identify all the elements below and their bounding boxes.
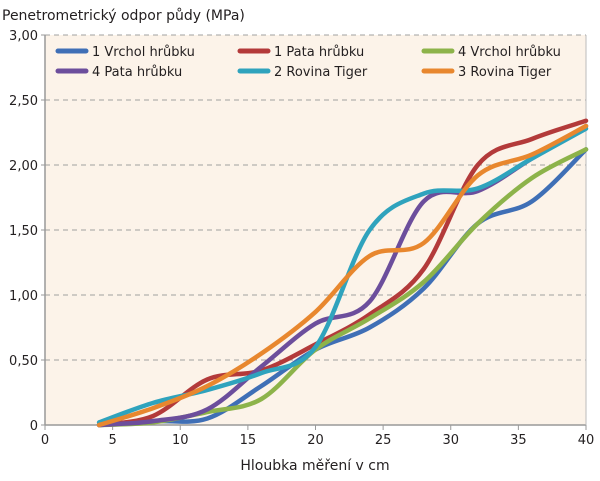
y-tick-label: 1,00 bbox=[9, 289, 38, 304]
legend-label: 2 Rovina Tiger bbox=[274, 65, 368, 80]
legend-label: 4 Pata hrůbku bbox=[92, 65, 182, 80]
chart-title: Penetrometrický odpor půdy (MPa) bbox=[2, 8, 245, 24]
x-tick-label: 35 bbox=[510, 433, 527, 448]
y-tick-label: 1,50 bbox=[9, 224, 38, 239]
x-axis-label: Hloubka měření v cm bbox=[240, 458, 389, 474]
x-tick-label: 0 bbox=[41, 433, 49, 448]
x-tick-label: 25 bbox=[375, 433, 392, 448]
x-tick-label: 30 bbox=[442, 433, 459, 448]
x-tick-label: 5 bbox=[108, 433, 116, 448]
series-line-6 bbox=[96, 123, 589, 428]
x-tick-label: 20 bbox=[307, 433, 324, 448]
legend-label: 1 Pata hrůbku bbox=[274, 45, 364, 60]
y-tick-label: 3,00 bbox=[9, 29, 38, 44]
legend-label: 1 Vrchol hrůbku bbox=[92, 45, 195, 60]
legend-label: 3 Rovina Tiger bbox=[458, 65, 552, 80]
x-tick-label: 40 bbox=[578, 433, 595, 448]
y-tick-label: 0,50 bbox=[9, 354, 38, 369]
y-tick-label: 2,50 bbox=[9, 94, 38, 109]
x-tick-label: 15 bbox=[240, 433, 257, 448]
y-tick-label: 2,00 bbox=[9, 159, 38, 174]
x-tick-label: 10 bbox=[172, 433, 189, 448]
y-tick-label: 0 bbox=[30, 419, 38, 434]
legend-label: 4 Vrchol hrůbku bbox=[458, 45, 561, 60]
series-line-1 bbox=[96, 147, 589, 428]
